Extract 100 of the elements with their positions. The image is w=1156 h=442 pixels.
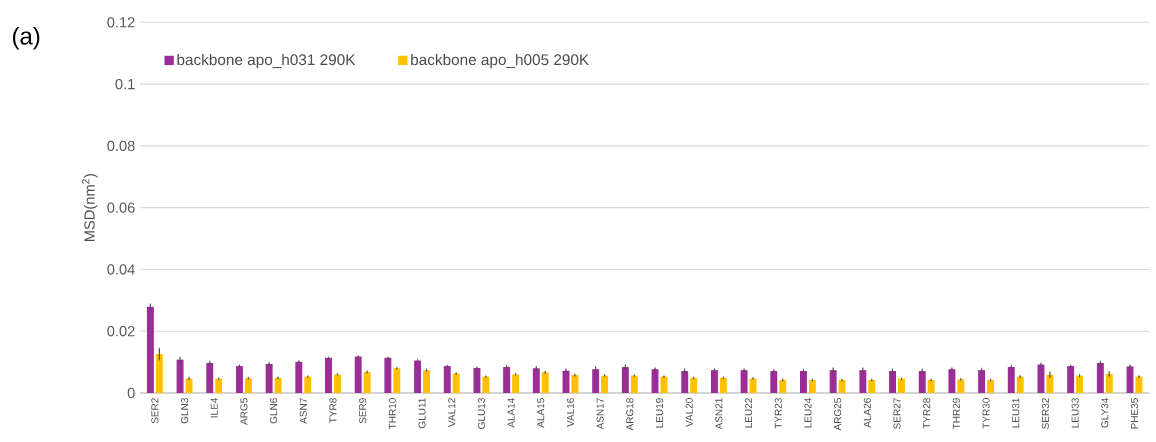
y-tick-label: 0.1 [115,78,135,90]
bar [681,371,689,393]
bar [808,380,816,393]
legend-label: backbone apo_h005 290K [411,53,590,69]
x-tick-label: THR10 [388,398,396,430]
bar [651,369,659,393]
bar [740,370,748,393]
bar [384,357,392,393]
bar [957,379,965,393]
y-tick-label: 0 [127,387,135,399]
bar [423,370,430,393]
x-tick-label: ARG18 [626,398,634,431]
bar [363,371,371,393]
y-axis-title: MSD(nm$^{2}$) [82,174,98,241]
x-tick-label: LEU22 [745,398,753,428]
x-tick-label: TYR8 [329,398,337,424]
bar [146,306,154,393]
x-tick-label: TYR30 [982,398,990,429]
y-tick-label: 0.12 [107,17,135,28]
bar [274,377,282,393]
bar [325,357,332,393]
bar [1076,375,1084,393]
x-tick-label: LEU24 [804,397,812,428]
x-tick-label: ARG5 [240,398,248,425]
bar [532,368,540,393]
bar [541,372,549,393]
bar [215,378,223,393]
bar [1007,367,1015,393]
bar [295,361,303,393]
x-tick-label: ILE4 [210,397,218,418]
bar [749,378,757,393]
x-tick-label: LEU31 [1012,398,1020,428]
bar [1096,363,1104,393]
x-tick-label: PHE35 [1130,398,1139,429]
bar [393,368,401,393]
bar [155,354,163,393]
x-tick-label: SER9 [359,398,367,424]
bar [333,374,341,393]
bar [770,371,778,393]
bar [889,371,896,393]
bar [978,370,986,393]
bar [710,370,718,393]
bar [987,380,994,393]
bar [898,378,905,393]
bar [779,380,787,393]
bar [859,370,867,393]
bar [719,377,727,393]
x-tick-label: ASN7 [299,398,307,424]
bar [601,375,609,393]
x-tick-label: SER2 [151,398,159,424]
bar [800,371,807,393]
bar [512,374,520,393]
x-tick-label: SER27 [893,398,901,429]
bar [1135,376,1143,393]
bar [354,356,362,393]
bar [829,370,837,393]
x-tick-label: VAL20 [685,398,693,427]
bar [948,369,956,393]
x-tick-label: GLN6 [270,398,278,424]
bar [206,363,214,393]
bar [414,360,422,393]
bar [571,375,579,393]
y-tick-label: 0.04 [107,264,135,275]
text: (a) [12,27,40,50]
x-tick-label: TYR28 [923,398,931,429]
bar [1016,376,1024,393]
legend-label: backbone apo_h031 290K [177,53,356,69]
y-tick-label: 0.06 [107,202,135,213]
bar [473,367,481,393]
x-tick-label: GLY34 [1101,397,1109,428]
x-tick-label: ASN21 [715,398,723,430]
bar [592,369,600,393]
bar [304,376,312,393]
bar [690,377,698,393]
bar [265,363,273,393]
x-tick-label: THR29 [952,398,960,430]
x-tick-label: ALA15 [537,398,545,428]
bar [630,375,638,393]
bar [443,366,451,393]
x-tick-label: LEU19 [655,398,664,428]
bar [1037,364,1045,393]
x-tick-label: ARG25 [834,398,842,431]
bar [1067,366,1075,393]
x-tick-label: TYR23 [774,398,782,429]
bar [235,366,243,393]
bar [503,367,511,393]
y-tick-label: 0.08 [107,140,135,152]
x-tick-label: ALA26 [863,398,871,428]
bar [244,378,252,393]
x-tick-label: ASN17 [596,398,604,430]
bar [482,376,490,393]
x-tick-label: GLN3 [181,398,189,424]
x-tick-label: GLU13 [477,398,485,429]
bar [621,367,629,393]
x-tick-label: GLU11 [418,398,426,429]
bar [176,359,184,393]
x-tick-label: VAL16 [566,398,574,427]
bar [1046,374,1054,393]
x-tick-label: VAL12 [448,398,456,427]
bar [838,380,846,393]
